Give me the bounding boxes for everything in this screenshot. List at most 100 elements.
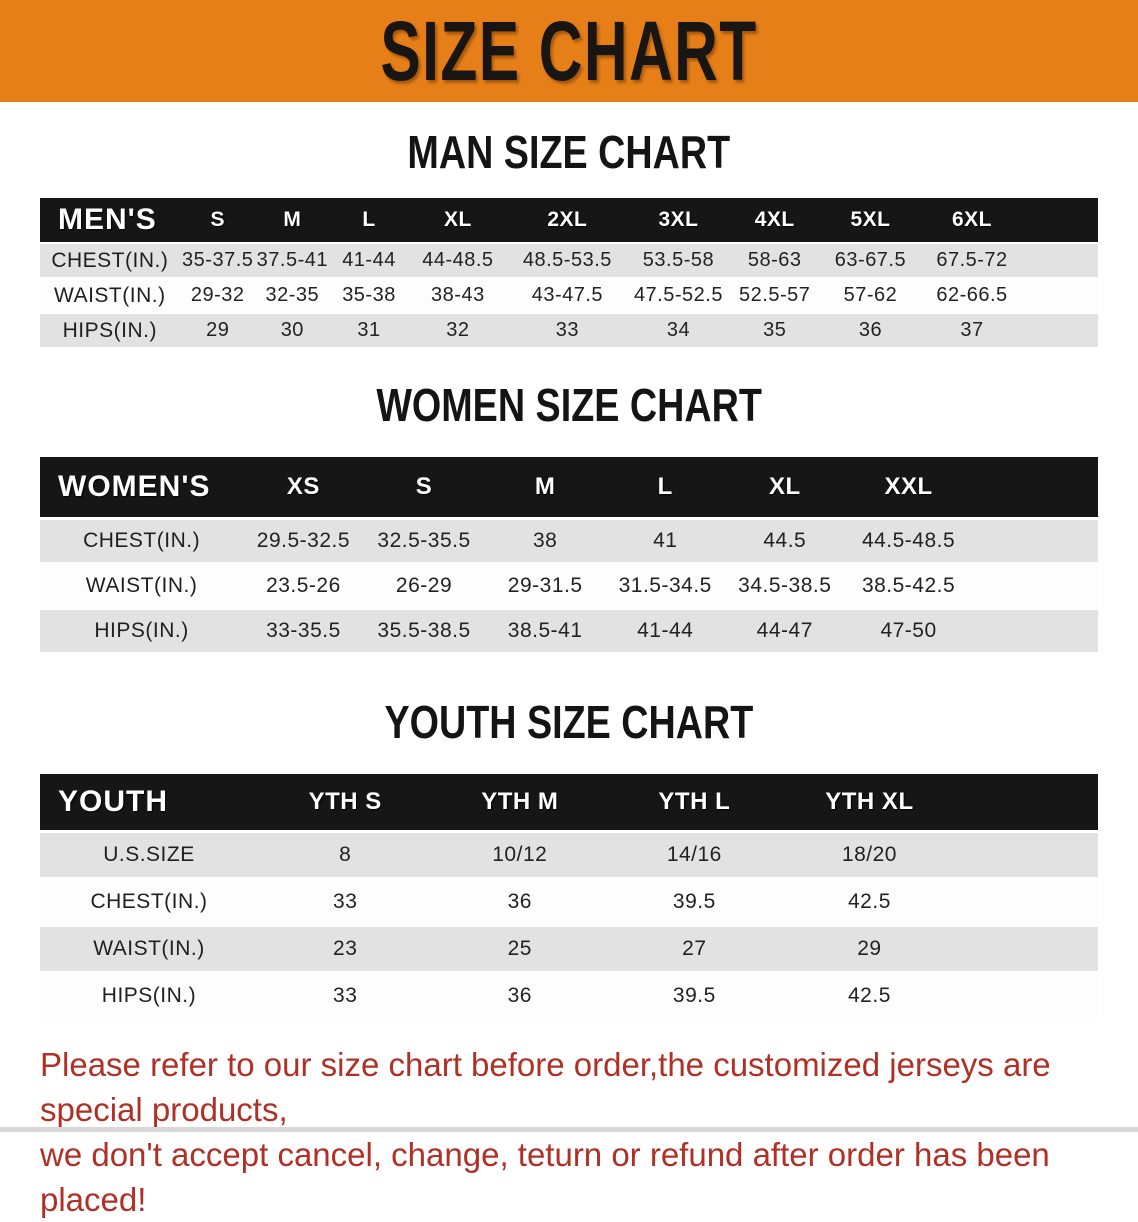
- size-cell: 8: [339, 843, 352, 866]
- youth-chest-row: CHEST(IN.) 33 36 39.5 42.5: [40, 880, 1098, 924]
- size-cell: 26-29: [395, 574, 453, 597]
- row-label: CHEST(IN.): [51, 248, 169, 272]
- size-cell: 36: [507, 984, 532, 1007]
- size-cell: 38.5-42.5: [861, 574, 956, 597]
- youth-section: YOUTH SIZE CHART YOUTH YTH S YTH M YTH L…: [0, 698, 1138, 1018]
- youth-size-table: YOUTH YTH S YTH M YTH L YTH XL U.S.SIZE …: [40, 774, 1098, 1018]
- size-cell: 33: [333, 984, 358, 1007]
- size-cell: 35.5-38.5: [377, 619, 471, 642]
- women-col-header: S: [415, 473, 433, 500]
- women-size-table: WOMEN'S XS S M L XL XXL CHEST(IN.) 29.5-…: [40, 457, 1098, 652]
- size-cell: 53.5-58: [642, 249, 715, 271]
- women-heading-text: WOMEN SIZE CHART: [376, 379, 762, 431]
- size-cell: 39.5: [672, 890, 716, 913]
- youth-heading: YOUTH SIZE CHART: [0, 698, 1138, 746]
- size-cell: 27: [682, 937, 707, 960]
- size-cell: 37.5-41: [256, 249, 328, 271]
- size-cell: 33-35.5: [266, 619, 341, 642]
- men-col-header: 2XL: [547, 208, 588, 231]
- size-cell: 41-44: [342, 249, 396, 271]
- size-cell: 42.5: [848, 890, 891, 913]
- men-heading-text: MAN SIZE CHART: [407, 126, 731, 178]
- size-cell: 44-47: [756, 619, 813, 642]
- size-cell: 47-50: [880, 619, 937, 642]
- row-label: HIPS(IN.): [101, 984, 197, 1007]
- row-label: WAIST(IN.): [93, 937, 205, 960]
- men-col-header: XL: [443, 208, 472, 231]
- size-cell: 43-47.5: [531, 284, 604, 306]
- men-hips-row: HIPS(IN.) 29 30 31 32 33 34 35 36 37: [40, 314, 1098, 347]
- row-label: WAIST(IN.): [54, 283, 166, 307]
- size-cell: 29: [206, 319, 230, 341]
- row-label: WAIST(IN.): [85, 574, 198, 597]
- size-cell: 44-48.5: [422, 249, 494, 271]
- size-cell: 44.5: [763, 529, 807, 552]
- bottom-edge-strip: [0, 1127, 1138, 1132]
- youth-ussize-row: U.S.SIZE 8 10/12 14/16 18/20: [40, 833, 1098, 877]
- women-table-header-row: WOMEN'S XS S M L XL XXL: [40, 457, 1098, 517]
- women-col-header: M: [534, 473, 556, 500]
- size-cell: 34: [666, 319, 691, 341]
- size-cell: 52.5-57: [739, 284, 811, 306]
- size-cell: 33: [333, 890, 358, 913]
- men-col-header: 5XL: [850, 208, 891, 231]
- men-section: MAN SIZE CHART MEN'S S M L XL 2XL 3XL 4X…: [0, 128, 1138, 347]
- size-cell: 42.5: [848, 984, 891, 1007]
- men-chest-row: CHEST(IN.) 35-37.5 37.5-41 41-44 44-48.5…: [40, 244, 1098, 277]
- disclaimer-line-1: Please refer to our size chart before or…: [40, 1046, 1051, 1128]
- disclaimer: Please refer to our size chart before or…: [0, 1042, 1138, 1222]
- size-cell: 23.5-26: [266, 574, 341, 597]
- size-cell: 48.5-53.5: [522, 249, 612, 271]
- row-label: CHEST(IN.): [90, 890, 208, 913]
- size-cell: 35-37.5: [182, 249, 254, 271]
- size-cell: 57-62: [843, 284, 898, 306]
- men-waist-row: WAIST(IN.) 29-32 32-35 35-38 38-43 43-47…: [40, 279, 1098, 312]
- size-cell: 67.5-72: [936, 249, 1008, 271]
- size-cell: 25: [507, 937, 532, 960]
- size-cell: 36: [858, 319, 883, 341]
- women-col-header: XS: [286, 473, 320, 500]
- size-cell: 44.5-48.5: [861, 529, 956, 552]
- size-cell: 37: [960, 319, 984, 341]
- size-cell: 63-67.5: [834, 249, 907, 271]
- men-col-header: M: [283, 208, 302, 231]
- size-cell: 32-35: [265, 284, 320, 306]
- size-cell: 31: [357, 319, 381, 341]
- size-cell: 35-38: [342, 284, 396, 306]
- youth-heading-text: YOUTH SIZE CHART: [384, 696, 754, 748]
- men-col-header: L: [362, 208, 376, 231]
- row-label: CHEST(IN.): [83, 529, 201, 552]
- youth-col-header: YTH S: [308, 788, 382, 815]
- youth-col-header: YTH L: [658, 788, 731, 815]
- size-cell: 32.5-35.5: [377, 529, 471, 552]
- size-cell: 10/12: [492, 843, 548, 866]
- youth-waist-row: WAIST(IN.) 23 25 27 29: [40, 927, 1098, 971]
- size-cell: 29-32: [190, 284, 245, 306]
- size-cell: 29-31.5: [507, 574, 583, 597]
- row-label: HIPS(IN.): [62, 318, 157, 342]
- size-cell: 58-63: [747, 249, 802, 271]
- size-cell: 30: [280, 319, 304, 341]
- women-chest-row: CHEST(IN.) 29.5-32.5 32.5-35.5 38 41 44.…: [40, 520, 1098, 562]
- women-waist-row: WAIST(IN.) 23.5-26 26-29 29-31.5 31.5-34…: [40, 565, 1098, 607]
- size-cell: 38: [532, 529, 558, 552]
- youth-col-header: YTH XL: [825, 788, 914, 815]
- men-table-title: MEN'S: [58, 203, 157, 236]
- size-cell: 31.5-34.5: [618, 574, 712, 597]
- men-size-table: MEN'S S M L XL 2XL 3XL 4XL 5XL 6XL CHEST…: [40, 198, 1098, 347]
- men-col-header: 4XL: [754, 208, 795, 231]
- size-cell: 32: [446, 319, 470, 341]
- disclaimer-line-2: we don't accept cancel, change, teturn o…: [40, 1136, 1050, 1218]
- men-col-header: 6XL: [952, 208, 993, 231]
- women-col-header: XXL: [884, 473, 933, 500]
- size-cell: 36: [507, 890, 532, 913]
- size-cell: 41-44: [637, 619, 694, 642]
- women-table-title: WOMEN'S: [58, 470, 211, 503]
- size-cell: 14/16: [666, 843, 722, 866]
- size-cell: 62-66.5: [936, 284, 1008, 306]
- youth-table-title: YOUTH: [58, 785, 168, 818]
- men-col-header: 3XL: [658, 208, 699, 231]
- men-col-header: S: [210, 208, 225, 231]
- size-chart-banner: SIZE CHART: [0, 0, 1138, 102]
- women-col-header: XL: [768, 473, 801, 500]
